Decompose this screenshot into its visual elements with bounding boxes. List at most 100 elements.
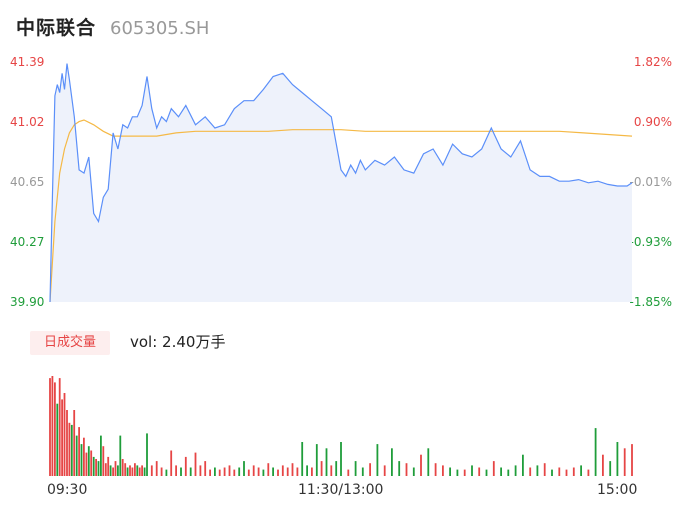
volume-bar	[551, 469, 553, 476]
volume-bar	[223, 467, 226, 476]
volume-bar	[63, 393, 66, 476]
volume-bar	[146, 433, 148, 476]
volume-bar	[107, 456, 110, 476]
volume-bar	[558, 467, 561, 476]
volume-bar	[252, 465, 255, 476]
volume-bar	[354, 461, 357, 476]
volume-bar	[492, 461, 495, 476]
volume-bar	[70, 424, 73, 476]
volume-bar	[463, 469, 466, 476]
volume-bar	[536, 465, 539, 476]
volume-bar	[126, 467, 129, 476]
volume-bar	[315, 444, 318, 476]
volume-bar	[631, 444, 633, 476]
price-label-bottom: 39.90	[10, 295, 45, 309]
volume-bar	[75, 435, 78, 476]
volume-bar	[609, 461, 612, 476]
volume-bar	[134, 463, 136, 476]
price-area	[50, 63, 632, 302]
volume-bar	[286, 467, 289, 476]
volume-bar	[109, 465, 112, 476]
volume-bar	[580, 465, 582, 476]
volume-bar	[233, 469, 236, 476]
time-label-midday: 11:30/13:00	[298, 482, 384, 498]
volume-bar	[522, 454, 524, 476]
stock-name: 中际联合	[16, 17, 97, 39]
volume-bar	[49, 378, 51, 476]
volume-bar	[87, 446, 90, 476]
volume-bar	[325, 448, 328, 476]
volume-bar	[209, 469, 211, 476]
volume-bar	[594, 428, 597, 476]
pct-label-upper: 0.90%	[633, 115, 672, 129]
volume-bar	[97, 461, 100, 476]
volume-bar	[420, 454, 422, 476]
pct-label-bottom: -1.85%	[629, 295, 672, 309]
volume-bar	[306, 465, 308, 476]
volume-bar	[434, 463, 437, 476]
price-label-upper: 41.02	[10, 115, 45, 129]
volume-bar	[61, 399, 63, 476]
volume-bar	[170, 450, 173, 476]
time-label-open: 09:30	[47, 482, 88, 498]
volume-bar	[257, 467, 260, 476]
volume-bar	[160, 467, 163, 476]
volume-bar	[114, 461, 117, 476]
price-label-lower: 40.27	[10, 235, 45, 249]
volume-bar	[119, 435, 122, 476]
volume-bar	[150, 465, 153, 476]
volume-bar	[478, 467, 481, 476]
volume-bar	[175, 465, 177, 476]
volume-bar	[68, 422, 71, 476]
volume-bar	[141, 465, 143, 476]
volume-tag[interactable]: 日成交量	[30, 331, 110, 355]
volume-bar	[58, 378, 61, 476]
avg-price-line	[49, 119, 633, 303]
volume-bar	[262, 469, 265, 476]
volume-bar	[104, 463, 107, 476]
volume-bar	[131, 467, 134, 476]
volume-bar	[602, 454, 604, 476]
volume-bar	[572, 467, 575, 476]
volume-bar	[485, 469, 488, 476]
volume-bar	[238, 467, 241, 476]
volume-bar	[73, 410, 76, 476]
volume-bar	[456, 469, 459, 476]
volume-bar	[623, 448, 626, 476]
volume-bar	[136, 465, 139, 476]
volume-bar	[121, 459, 124, 476]
volume-bar	[587, 469, 590, 476]
volume-bar	[529, 467, 532, 476]
volume-bar	[165, 469, 168, 476]
volume-bar	[340, 442, 342, 476]
volume-bar	[51, 376, 54, 476]
volume-bar	[449, 467, 451, 476]
volume-bar	[272, 467, 274, 476]
volume-bar	[95, 459, 97, 476]
volume-bar	[124, 463, 127, 476]
volume-bar	[54, 382, 56, 476]
volume-bar	[204, 461, 207, 476]
volume-bar	[138, 467, 141, 476]
volume-bar	[442, 465, 444, 476]
volume-bar	[320, 461, 323, 476]
volume-bar	[291, 463, 294, 476]
volume-bar	[184, 456, 187, 476]
time-label-close: 15:00	[597, 482, 638, 498]
volume-bar	[616, 442, 619, 476]
volume-bar	[296, 467, 299, 476]
volume-bar	[471, 465, 473, 476]
volume-bar	[199, 465, 202, 476]
pct-label-top: 1.82%	[633, 55, 672, 69]
stock-code: 605305.SH	[110, 18, 210, 39]
volume-bar	[507, 469, 510, 476]
volume-bar	[543, 463, 546, 476]
volume-bar	[267, 463, 270, 476]
volume-bar	[90, 450, 93, 476]
price-label-mid: 40.65	[10, 175, 45, 189]
pct-label-mid: -0.01%	[629, 175, 672, 189]
volume-bar	[281, 465, 284, 476]
volume-bar	[228, 465, 231, 476]
volume-bar	[398, 461, 401, 476]
price-line	[49, 63, 633, 303]
